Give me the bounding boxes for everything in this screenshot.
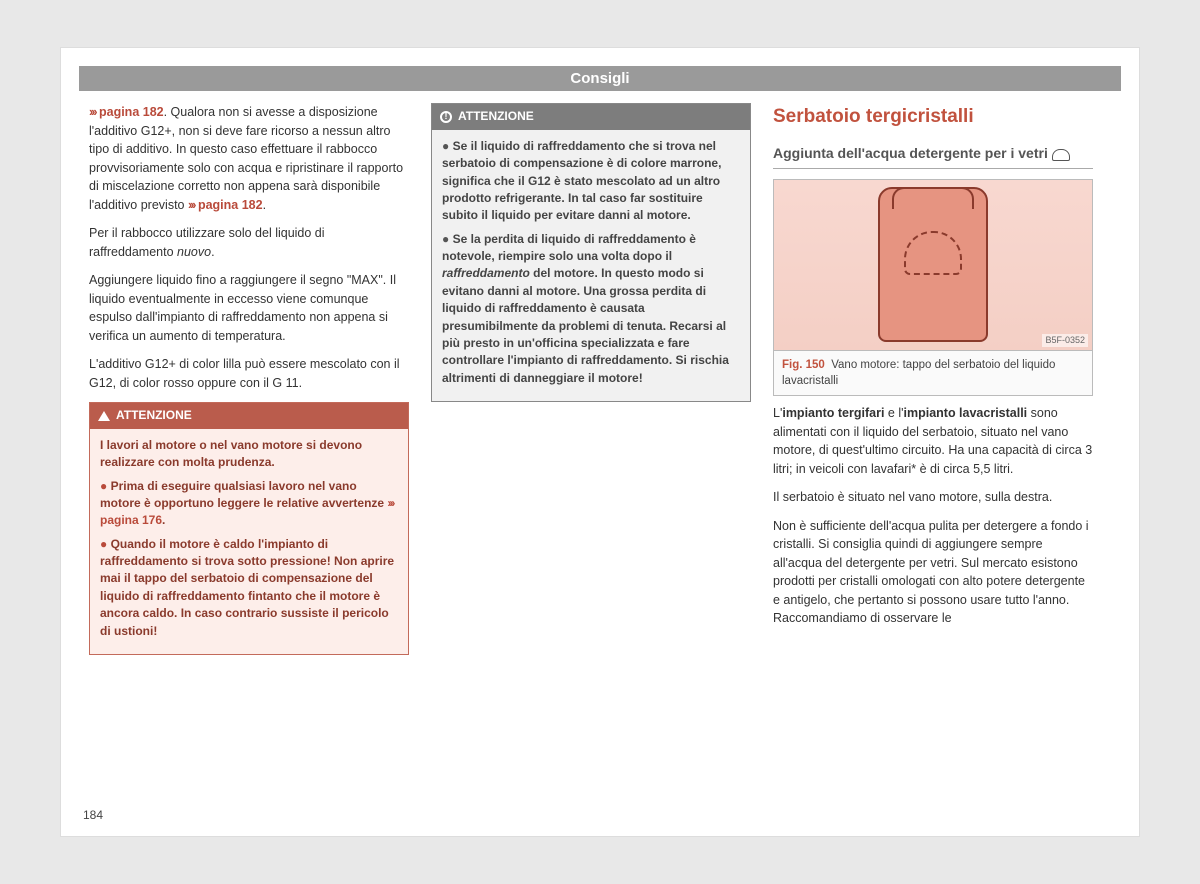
text: Se la perdita di liquido di raffreddamen…	[442, 232, 696, 263]
warning-triangle-icon	[98, 411, 110, 421]
column-3: Serbatoio tergicristalli Aggiunta dell'a…	[773, 103, 1093, 655]
emphasis: impianto tergifari	[782, 406, 884, 420]
emphasis: raffreddamento	[442, 266, 530, 280]
washer-symbol-icon	[904, 231, 962, 275]
column-1: ››› pagina 182. Qualora non si avesse a …	[89, 103, 409, 655]
paragraph: Non è sufficiente dell'acqua pulita per …	[773, 517, 1093, 628]
text: .	[162, 513, 165, 527]
cap-top	[892, 187, 974, 209]
washer-fluid-icon	[1052, 149, 1070, 161]
paragraph: ››› pagina 182. Qualora non si avesse a …	[89, 103, 409, 214]
warning-bullet: ● Prima di eseguire qualsiasi lavoro nel…	[100, 478, 398, 530]
text: e l'	[884, 406, 903, 420]
section-header: Consigli	[79, 66, 1121, 91]
figure: B5F-0352 Fig. 150 Vano motore: tappo del…	[773, 179, 1093, 396]
figure-image: B5F-0352	[774, 180, 1092, 350]
manual-page: Consigli ››› pagina 182. Qualora non si …	[60, 47, 1140, 837]
bullet-icon: ●	[442, 232, 449, 246]
text: L'	[773, 406, 782, 420]
content-columns: ››› pagina 182. Qualora non si avesse a …	[61, 103, 1139, 655]
paragraph: L'additivo G12+ di color lilla può esser…	[89, 355, 409, 392]
reference-arrows-icon: ›››	[188, 198, 195, 212]
note-header: ! ATTENZIONE	[432, 104, 750, 130]
warning-bullet: ● Quando il motore è caldo l'impianto di…	[100, 536, 398, 640]
text: .	[211, 245, 214, 259]
column-2: ! ATTENZIONE ● Se il liquido di raffredd…	[431, 103, 751, 655]
page-reference-link[interactable]: pagina 182	[99, 105, 164, 119]
figure-number: Fig. 150	[782, 359, 825, 371]
subsection-title: Aggiunta dell'acqua detergente per i vet…	[773, 143, 1093, 169]
note-box: ! ATTENZIONE ● Se il liquido di raffredd…	[431, 103, 751, 402]
note-body: ● Se il liquido di raffreddamento che si…	[432, 130, 750, 401]
page-number: 184	[83, 808, 103, 822]
text: Se il liquido di raffreddamento che si t…	[442, 139, 721, 223]
text: del motore. In questo modo si evitano da…	[442, 266, 729, 384]
text: Aggiunta dell'acqua detergente per i vet…	[773, 143, 1048, 164]
warning-title: ATTENZIONE	[116, 407, 192, 425]
bullet-icon: ●	[100, 537, 107, 551]
note-title: ATTENZIONE	[458, 108, 534, 126]
warning-body: I lavori al motore o nel vano motore si …	[90, 429, 408, 654]
washer-cap-illustration	[878, 187, 988, 342]
paragraph: Per il rabbocco utilizzare solo del liqu…	[89, 224, 409, 261]
info-circle-icon: !	[440, 111, 452, 123]
continuation-arrows-icon: ›››	[89, 105, 96, 119]
warning-header: ATTENZIONE	[90, 403, 408, 429]
note-bullet: ● Se il liquido di raffreddamento che si…	[442, 138, 740, 225]
emphasis: impianto lavacristalli	[904, 406, 1028, 420]
bullet-icon: ●	[442, 139, 449, 153]
page-reference-link[interactable]: pagina 176	[100, 513, 162, 527]
paragraph: Aggiungere liquido fino a raggiungere il…	[89, 271, 409, 345]
warning-box: ATTENZIONE I lavori al motore o nel vano…	[89, 402, 409, 655]
paragraph: Il serbatoio è situato nel vano motore, …	[773, 488, 1093, 507]
text: . Qualora non si avesse a disposizione l…	[89, 105, 403, 212]
warning-intro: I lavori al motore o nel vano motore si …	[100, 437, 398, 472]
text: Prima di eseguire qualsiasi lavoro nel v…	[100, 479, 387, 510]
figure-caption: Fig. 150 Vano motore: tappo del serbatoi…	[774, 350, 1092, 395]
reference-arrows-icon: ›››	[387, 496, 393, 510]
emphasis: nuovo	[177, 245, 211, 259]
note-bullet: ● Se la perdita di liquido di raffreddam…	[442, 231, 740, 388]
page-reference-link[interactable]: pagina 182	[198, 198, 263, 212]
bullet-icon: ●	[100, 479, 107, 493]
section-title: Serbatoio tergicristalli	[773, 103, 1093, 131]
text: Quando il motore è caldo l'impianto di r…	[100, 537, 394, 638]
figure-code: B5F-0352	[1042, 334, 1088, 347]
paragraph: L'impianto tergifari e l'impianto lavacr…	[773, 404, 1093, 478]
